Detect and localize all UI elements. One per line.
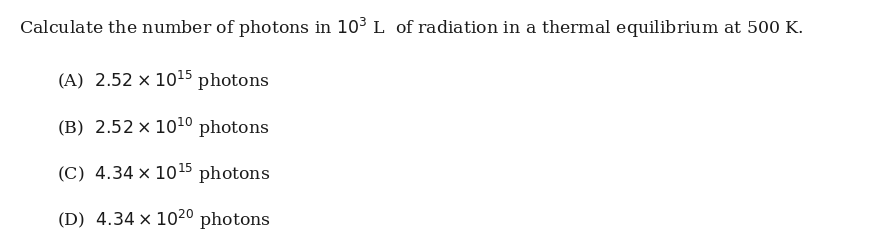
Text: (B)  $2.52\times10^{10}$ photons: (B) $2.52\times10^{10}$ photons <box>57 116 270 140</box>
Text: (C)  $4.34\times10^{15}$ photons: (C) $4.34\times10^{15}$ photons <box>57 162 271 186</box>
Text: (A)  $2.52\times10^{15}$ photons: (A) $2.52\times10^{15}$ photons <box>57 69 270 93</box>
Text: (D)  $4.34\times10^{20}$ photons: (D) $4.34\times10^{20}$ photons <box>57 208 271 231</box>
Text: Calculate the number of photons in $10^3$ L  of radiation in a thermal equilibri: Calculate the number of photons in $10^3… <box>19 16 804 40</box>
